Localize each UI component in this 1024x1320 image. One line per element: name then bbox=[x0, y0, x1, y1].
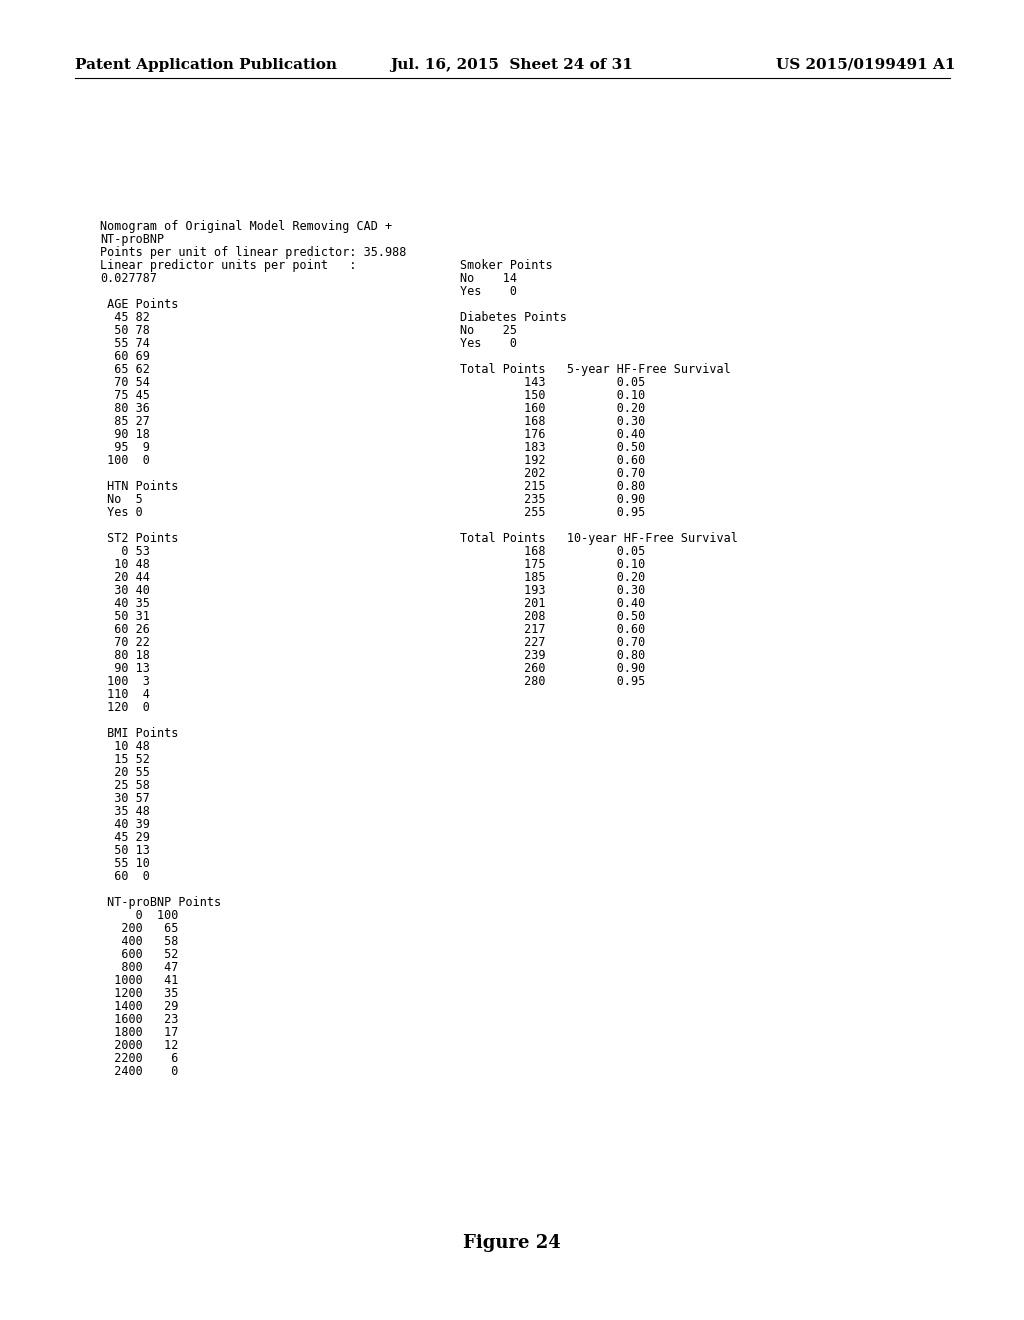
Text: No    14: No 14 bbox=[460, 272, 517, 285]
Text: 168          0.05: 168 0.05 bbox=[460, 545, 645, 558]
Text: 200   65: 200 65 bbox=[100, 921, 178, 935]
Text: 45 29: 45 29 bbox=[100, 832, 150, 843]
Text: 175          0.10: 175 0.10 bbox=[460, 558, 645, 572]
Text: 60 26: 60 26 bbox=[100, 623, 150, 636]
Text: 95  9: 95 9 bbox=[100, 441, 150, 454]
Text: 160          0.20: 160 0.20 bbox=[460, 403, 645, 414]
Text: 15 52: 15 52 bbox=[100, 752, 150, 766]
Text: 80 18: 80 18 bbox=[100, 649, 150, 663]
Text: 2000   12: 2000 12 bbox=[100, 1039, 178, 1052]
Text: Jul. 16, 2015  Sheet 24 of 31: Jul. 16, 2015 Sheet 24 of 31 bbox=[390, 58, 634, 73]
Text: 201          0.40: 201 0.40 bbox=[460, 597, 645, 610]
Text: 90 18: 90 18 bbox=[100, 428, 150, 441]
Text: 110  4: 110 4 bbox=[100, 688, 150, 701]
Text: 30 40: 30 40 bbox=[100, 583, 150, 597]
Text: 1800   17: 1800 17 bbox=[100, 1026, 178, 1039]
Text: 60  0: 60 0 bbox=[100, 870, 150, 883]
Text: Total Points   10-year HF-Free Survival: Total Points 10-year HF-Free Survival bbox=[460, 532, 738, 545]
Text: Yes    0: Yes 0 bbox=[460, 285, 517, 298]
Text: Diabetes Points: Diabetes Points bbox=[460, 312, 567, 323]
Text: 143          0.05: 143 0.05 bbox=[460, 376, 645, 389]
Text: 183          0.50: 183 0.50 bbox=[460, 441, 645, 454]
Text: Smoker Points: Smoker Points bbox=[460, 259, 553, 272]
Text: 90 13: 90 13 bbox=[100, 663, 150, 675]
Text: 192          0.60: 192 0.60 bbox=[460, 454, 645, 467]
Text: Linear predictor units per point   :: Linear predictor units per point : bbox=[100, 259, 356, 272]
Text: BMI Points: BMI Points bbox=[100, 727, 178, 741]
Text: Points per unit of linear predictor: 35.988: Points per unit of linear predictor: 35.… bbox=[100, 246, 407, 259]
Text: 70 22: 70 22 bbox=[100, 636, 150, 649]
Text: 600   52: 600 52 bbox=[100, 948, 178, 961]
Text: 20 44: 20 44 bbox=[100, 572, 150, 583]
Text: 1400   29: 1400 29 bbox=[100, 1001, 178, 1012]
Text: NT-proBNP Points: NT-proBNP Points bbox=[100, 896, 221, 909]
Text: 55 74: 55 74 bbox=[100, 337, 150, 350]
Text: 20 55: 20 55 bbox=[100, 766, 150, 779]
Text: 217          0.60: 217 0.60 bbox=[460, 623, 645, 636]
Text: 239          0.80: 239 0.80 bbox=[460, 649, 645, 663]
Text: 2400    0: 2400 0 bbox=[100, 1065, 178, 1078]
Text: 800   47: 800 47 bbox=[100, 961, 178, 974]
Text: Total Points   5-year HF-Free Survival: Total Points 5-year HF-Free Survival bbox=[460, 363, 731, 376]
Text: 208          0.50: 208 0.50 bbox=[460, 610, 645, 623]
Text: 100  3: 100 3 bbox=[100, 675, 150, 688]
Text: 70 54: 70 54 bbox=[100, 376, 150, 389]
Text: Figure 24: Figure 24 bbox=[463, 1234, 561, 1251]
Text: 176          0.40: 176 0.40 bbox=[460, 428, 645, 441]
Text: Nomogram of Original Model Removing CAD +: Nomogram of Original Model Removing CAD … bbox=[100, 220, 392, 234]
Text: 50 31: 50 31 bbox=[100, 610, 150, 623]
Text: 150          0.10: 150 0.10 bbox=[460, 389, 645, 403]
Text: AGE Points: AGE Points bbox=[100, 298, 178, 312]
Text: Yes    0: Yes 0 bbox=[460, 337, 517, 350]
Text: No    25: No 25 bbox=[460, 323, 517, 337]
Text: 400   58: 400 58 bbox=[100, 935, 178, 948]
Text: 0.027787: 0.027787 bbox=[100, 272, 157, 285]
Text: 1600   23: 1600 23 bbox=[100, 1012, 178, 1026]
Text: 55 10: 55 10 bbox=[100, 857, 150, 870]
Text: 202          0.70: 202 0.70 bbox=[460, 467, 645, 480]
Text: 168          0.30: 168 0.30 bbox=[460, 414, 645, 428]
Text: 235          0.90: 235 0.90 bbox=[460, 492, 645, 506]
Text: 120  0: 120 0 bbox=[100, 701, 150, 714]
Text: 10 48: 10 48 bbox=[100, 741, 150, 752]
Text: 45 82: 45 82 bbox=[100, 312, 150, 323]
Text: 35 48: 35 48 bbox=[100, 805, 150, 818]
Text: 280          0.95: 280 0.95 bbox=[460, 675, 645, 688]
Text: 75 45: 75 45 bbox=[100, 389, 150, 403]
Text: 60 69: 60 69 bbox=[100, 350, 150, 363]
Text: 215          0.80: 215 0.80 bbox=[460, 480, 645, 492]
Text: 50 13: 50 13 bbox=[100, 843, 150, 857]
Text: 10 48: 10 48 bbox=[100, 558, 150, 572]
Text: 25 58: 25 58 bbox=[100, 779, 150, 792]
Text: 255          0.95: 255 0.95 bbox=[460, 506, 645, 519]
Text: 1000   41: 1000 41 bbox=[100, 974, 178, 987]
Text: ST2 Points: ST2 Points bbox=[100, 532, 178, 545]
Text: 85 27: 85 27 bbox=[100, 414, 150, 428]
Text: 65 62: 65 62 bbox=[100, 363, 150, 376]
Text: NT-proBNP: NT-proBNP bbox=[100, 234, 164, 246]
Text: 260          0.90: 260 0.90 bbox=[460, 663, 645, 675]
Text: 80 36: 80 36 bbox=[100, 403, 150, 414]
Text: 227          0.70: 227 0.70 bbox=[460, 636, 645, 649]
Text: 100  0: 100 0 bbox=[100, 454, 150, 467]
Text: Yes 0: Yes 0 bbox=[100, 506, 142, 519]
Text: US 2015/0199491 A1: US 2015/0199491 A1 bbox=[775, 58, 955, 73]
Text: 30 57: 30 57 bbox=[100, 792, 150, 805]
Text: 40 35: 40 35 bbox=[100, 597, 150, 610]
Text: 40 39: 40 39 bbox=[100, 818, 150, 832]
Text: 185          0.20: 185 0.20 bbox=[460, 572, 645, 583]
Text: HTN Points: HTN Points bbox=[100, 480, 178, 492]
Text: 50 78: 50 78 bbox=[100, 323, 150, 337]
Text: 2200    6: 2200 6 bbox=[100, 1052, 178, 1065]
Text: 0 53: 0 53 bbox=[100, 545, 150, 558]
Text: No  5: No 5 bbox=[100, 492, 142, 506]
Text: 193          0.30: 193 0.30 bbox=[460, 583, 645, 597]
Text: Patent Application Publication: Patent Application Publication bbox=[75, 58, 337, 73]
Text: 0  100: 0 100 bbox=[100, 909, 178, 921]
Text: 1200   35: 1200 35 bbox=[100, 987, 178, 1001]
